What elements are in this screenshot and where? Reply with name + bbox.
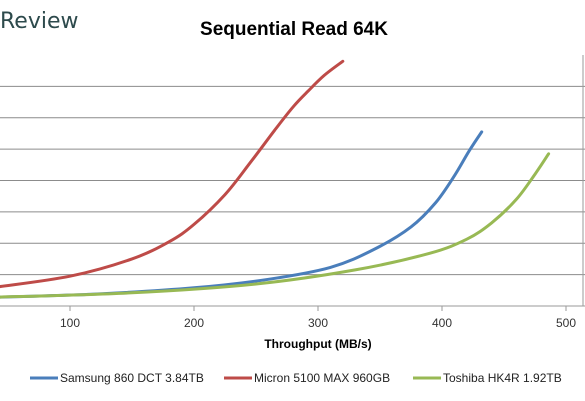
legend-label-1: Samsung 860 DCT 3.84TB xyxy=(60,371,204,385)
x-tick-label-200: 200 xyxy=(184,316,204,330)
gridlines xyxy=(0,85,585,276)
series-line-1 xyxy=(0,130,484,299)
legend: Samsung 860 DCT 3.84TB Micron 5100 MAX 96… xyxy=(30,371,562,385)
series-lines xyxy=(0,59,551,299)
series-line-2 xyxy=(0,59,345,289)
x-axis-ticks: 100 200 300 400 500 xyxy=(60,306,576,330)
x-tick-label-300: 300 xyxy=(308,316,328,330)
x-tick-label-400: 400 xyxy=(432,316,452,330)
brand-logo-text: Review xyxy=(0,9,79,34)
x-tick-label-500: 500 xyxy=(556,316,576,330)
legend-label-3: Toshiba HK4R 1.92TB xyxy=(443,371,562,385)
x-tick-label-100: 100 xyxy=(60,316,80,330)
chart-title: Sequential Read 64K xyxy=(200,19,388,40)
legend-label-2: Micron 5100 MAX 960GB xyxy=(254,371,390,385)
x-axis-label: Throughput (MB/s) xyxy=(264,337,371,351)
series-line-3 xyxy=(0,152,551,299)
